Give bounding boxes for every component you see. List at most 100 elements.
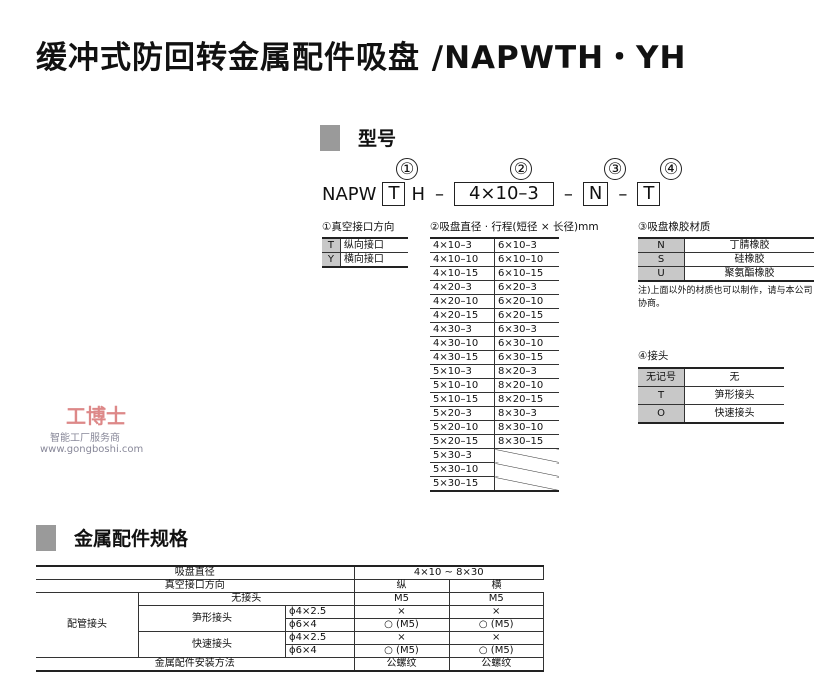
cell: S xyxy=(638,252,685,267)
cell: 4×10–10 xyxy=(430,252,495,267)
cell: ○ (M5) xyxy=(354,644,450,658)
cell: 6×10–15 xyxy=(494,266,559,281)
cell: ○ (M5) xyxy=(354,618,450,632)
table-row: 金属配件安装方法 公螺纹 公螺纹 xyxy=(36,657,544,672)
cell: ○ (M5) xyxy=(449,644,544,658)
cell: 纵 xyxy=(354,579,450,593)
cell: 横向接口 xyxy=(340,252,408,268)
size-table-block: ②吸盘直径 · 行程(短径 × 长径)mm 4×10–3 6×10–3 4×10–1… xyxy=(430,219,599,492)
cell: 5×10–3 xyxy=(430,364,495,379)
cell: M5 xyxy=(354,592,450,606)
watermark: 工博士 智能工厂服务商 www.gongboshi.com xyxy=(40,400,143,455)
cell: × xyxy=(449,605,544,619)
cell: 6×20–3 xyxy=(494,280,559,295)
size-table: 4×10–3 6×10–3 4×10–10 6×10–10 4×10–15 6×10–15… xyxy=(430,237,559,492)
table-row: U 聚氨酯橡胶 xyxy=(638,266,814,282)
table-row: 4×30–15 6×30–15 xyxy=(430,350,559,365)
table-row: 4×10–10 6×10–10 xyxy=(430,252,559,267)
fitting-table: 无记号无 T 笋形接头 O 快速接头 xyxy=(638,367,784,424)
fitting-table-block: ④接头 无记号无 T 笋形接头 O 快速接头 xyxy=(638,348,784,424)
spec-section-heading: 金属配件规格 xyxy=(36,524,188,551)
table-row: 5×20–3 8×30–3 xyxy=(430,406,559,421)
cell: 8×30–15 xyxy=(494,434,559,449)
cell: 配管接头 xyxy=(36,592,139,658)
page-title: 缓冲式防回转金属配件吸盘 /NAPWTH・YH xyxy=(36,40,687,76)
table-row: 4×20–15 6×20–15 xyxy=(430,308,559,323)
table-row: O 快速接头 xyxy=(638,404,784,424)
watermark-brand: 工博士 xyxy=(66,404,126,428)
cell: 8×30–3 xyxy=(494,406,559,421)
code-fitting: T xyxy=(637,182,661,206)
cell: 硅橡胶 xyxy=(684,252,814,267)
cell: 4×30–3 xyxy=(430,322,495,337)
cell: 6×10–10 xyxy=(494,252,559,267)
cell: N xyxy=(638,238,685,253)
cell: 5×20–10 xyxy=(430,420,495,435)
cell: × xyxy=(354,605,450,619)
rubber-table: N 丁腈橡胶 S 硅橡胶 U 聚氨酯橡胶 xyxy=(638,237,814,282)
table-row: 4×30–10 6×30–10 xyxy=(430,336,559,351)
cell xyxy=(494,462,559,477)
dash: – xyxy=(563,183,573,205)
table-row: 5×30–10 xyxy=(430,462,559,477)
table-row: 配管接头 无接头 M5 M5 xyxy=(36,592,544,658)
cell: 8×20–15 xyxy=(494,392,559,407)
cell: 8×30–10 xyxy=(494,420,559,435)
table-row: 快速接头 ϕ4×2.5 × × xyxy=(36,631,544,658)
dash: – xyxy=(618,183,628,205)
cell: 聚氨酯橡胶 xyxy=(684,266,814,282)
table-row: 4×20–10 6×20–10 xyxy=(430,294,559,309)
port-table: T 纵向接口 Y 横向接口 xyxy=(322,237,408,268)
code-size: 4×10–3 xyxy=(453,182,554,206)
rubber-note: 注)上面以外的材质也可以制作，请与本公司协商。 xyxy=(638,286,813,309)
cell: 无 xyxy=(684,368,784,387)
port-caption: ①真空接口方向 xyxy=(322,221,395,233)
table-row: 吸盘直径 4×10 ~ 8×30 xyxy=(36,565,544,580)
cell: 无接头 xyxy=(138,592,355,606)
cell: 公螺纹 xyxy=(449,657,544,672)
cell: M5 xyxy=(449,592,544,606)
cell: Y xyxy=(322,252,341,268)
table-row: 5×20–15 8×30–15 xyxy=(430,434,559,449)
cell: 5×20–15 xyxy=(430,434,495,449)
table-row: ϕ6×4 ○ (M5) ○ (M5) xyxy=(36,644,544,658)
cell: 6×20–10 xyxy=(494,294,559,309)
cell: 4×20–15 xyxy=(430,308,495,323)
cell: 快速接头 xyxy=(684,404,784,424)
cell: ϕ4×2.5 xyxy=(285,631,355,645)
cell: 快速接头 xyxy=(138,631,286,658)
cell: 丁腈橡胶 xyxy=(684,238,814,253)
cell: 真空接口方向 xyxy=(36,579,355,593)
cell: O xyxy=(638,404,685,424)
table-row: 无记号无 xyxy=(638,368,784,387)
cell: 8×20–3 xyxy=(494,364,559,379)
cell: T xyxy=(322,238,341,253)
model-code: NAPW T H – 4×10–3 – N – T xyxy=(322,182,661,206)
table-row: S 硅橡胶 xyxy=(638,252,814,267)
spec-table: 吸盘直径 4×10 ~ 8×30 真空接口方向纵横 配管接头 无接头 M5 M5 笋形接… xyxy=(36,565,544,672)
dash: – xyxy=(434,183,444,205)
table-row: 4×30–3 6×30–3 xyxy=(430,322,559,337)
cell: × xyxy=(449,631,544,645)
cell: 6×30–15 xyxy=(494,350,559,365)
cell: 4×30–10 xyxy=(430,336,495,351)
cell: T xyxy=(638,386,685,405)
marker-1: ① xyxy=(396,158,418,180)
cell: 4×10–15 xyxy=(430,266,495,281)
cell: × xyxy=(354,631,450,645)
table-row: 5×30–3 xyxy=(430,448,559,463)
cell: 5×30–15 xyxy=(430,476,495,492)
table-row: 4×10–15 6×10–15 xyxy=(430,266,559,281)
port-table-block: ①真空接口方向 T 纵向接口 Y 横向接口 xyxy=(322,219,408,268)
cell: 公螺纹 xyxy=(354,657,450,672)
table-row: 真空接口方向纵横 xyxy=(36,579,544,593)
rubber-caption: ③吸盘橡胶材质 xyxy=(638,221,711,233)
cell: ϕ4×2.5 xyxy=(285,605,355,619)
table-row: T 笋形接头 xyxy=(638,386,784,405)
watermark-sub: 智能工厂服务商 xyxy=(50,433,120,444)
cell: 5×10–10 xyxy=(430,378,495,393)
cell: 吸盘直径 xyxy=(36,565,355,580)
table-row: 5×20–10 8×30–10 xyxy=(430,420,559,435)
model-mid: H xyxy=(411,183,425,205)
cell: 5×20–3 xyxy=(430,406,495,421)
